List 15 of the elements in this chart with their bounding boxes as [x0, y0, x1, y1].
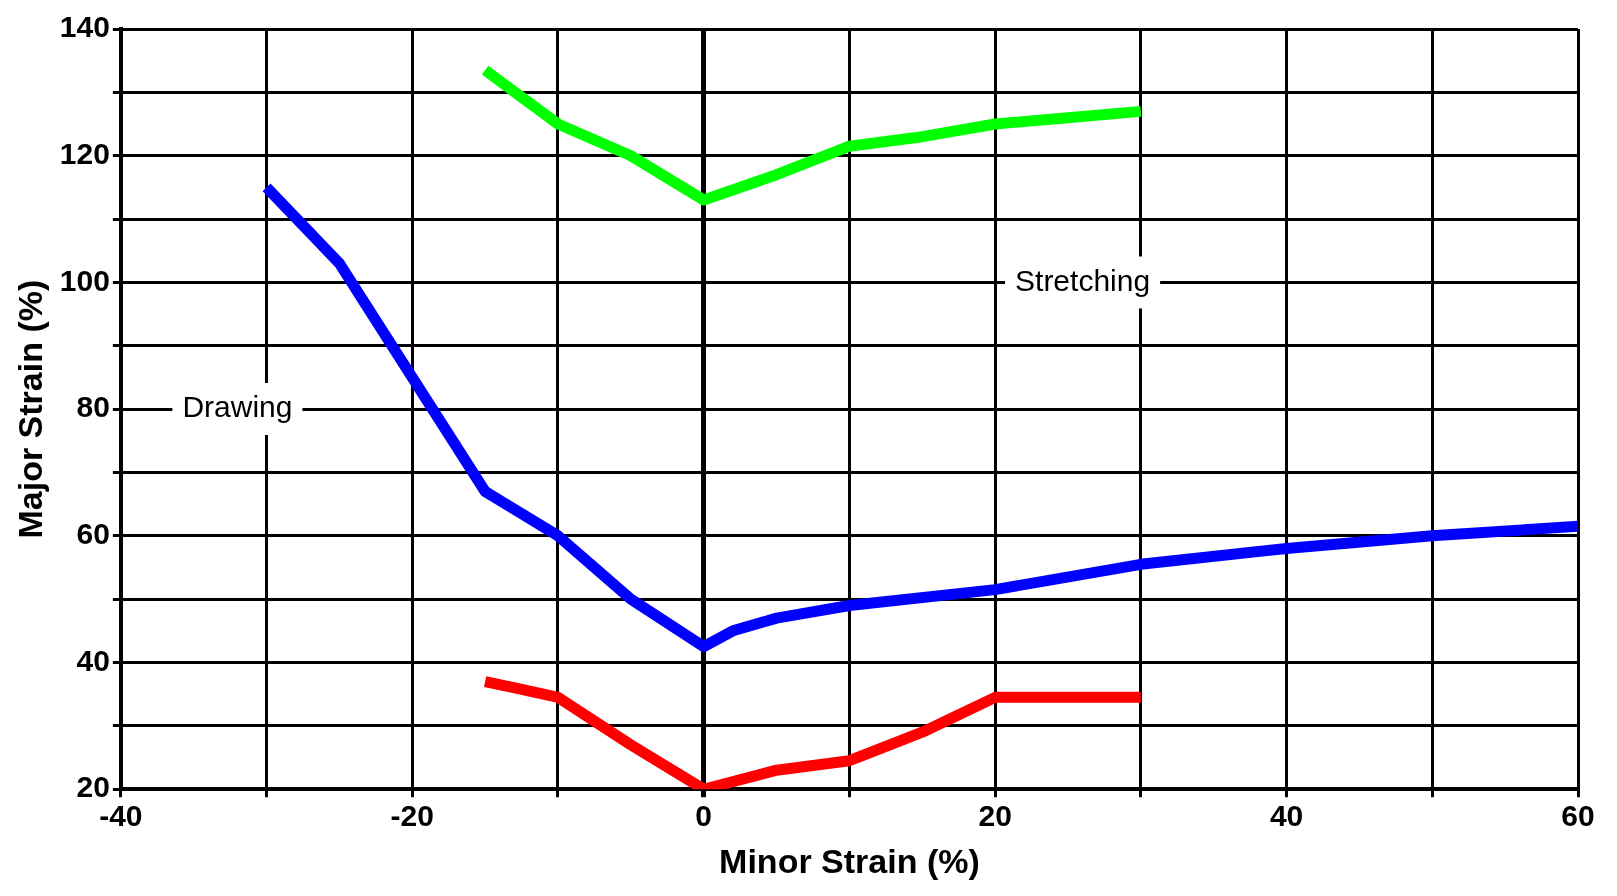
- x-tick-label: -20: [390, 799, 434, 833]
- x-tick-label: 20: [978, 799, 1012, 833]
- x-tick-label: 60: [1561, 799, 1595, 833]
- y-tick-label: 80: [76, 390, 110, 424]
- annotation: Drawing: [182, 390, 293, 424]
- x-axis-title: Minor Strain (%): [719, 841, 980, 880]
- y-tick-label: 140: [59, 10, 110, 44]
- x-tick-label: 0: [695, 799, 713, 833]
- annotation: Stretching: [1015, 263, 1151, 297]
- x-tick-label: 40: [1269, 799, 1304, 833]
- y-tick-label: 100: [59, 263, 110, 297]
- y-tick-label: 60: [76, 517, 110, 551]
- y-tick-label: 120: [59, 136, 110, 170]
- y-tick-label: 40: [76, 643, 110, 677]
- y-axis-title: Major Strain (%): [10, 279, 49, 539]
